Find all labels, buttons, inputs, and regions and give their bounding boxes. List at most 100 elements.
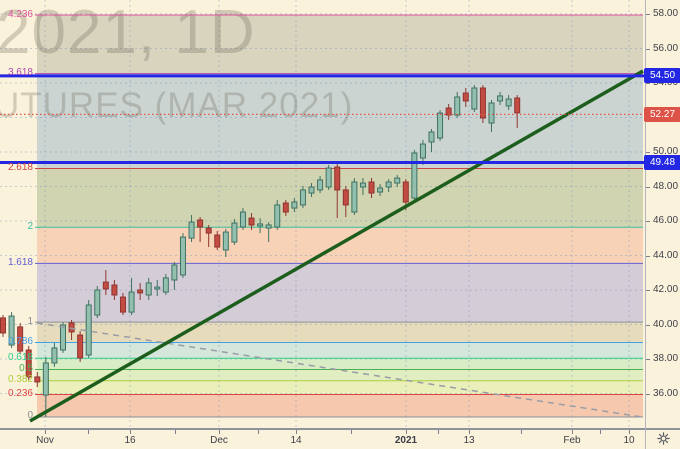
- candle: [77, 331, 84, 362]
- candle: [94, 286, 101, 318]
- fib-band: [37, 322, 643, 343]
- candle: [428, 129, 435, 152]
- time-minor-tick: [88, 430, 89, 434]
- candle: [505, 95, 512, 111]
- candle: [497, 91, 504, 106]
- candle: [334, 164, 341, 219]
- candle: [154, 279, 161, 297]
- price-tick: [646, 14, 650, 15]
- candle: [171, 262, 178, 290]
- price-tick-label: 40.00: [653, 318, 679, 330]
- price-tick: [646, 186, 650, 188]
- candle: [479, 85, 486, 124]
- price-tick-label: 56.00: [653, 42, 679, 54]
- time-tick-label: 14: [290, 435, 302, 446]
- candle: [68, 320, 75, 341]
- time-minor-tick: [438, 430, 439, 434]
- candle: [308, 183, 315, 198]
- time-tick-label: Feb: [563, 435, 581, 446]
- candle: [137, 282, 144, 301]
- time-tick-label: 16: [124, 435, 136, 446]
- uptrend-line[interactable]: [29, 69, 644, 423]
- candle: [419, 139, 426, 165]
- candle: [214, 231, 221, 250]
- time-minor-tick: [521, 430, 522, 434]
- candle: [368, 178, 375, 199]
- candle: [291, 198, 298, 213]
- candle: [239, 208, 246, 230]
- candle: [8, 312, 15, 348]
- fib-band: [37, 342, 643, 359]
- dashed-base-trendline[interactable]: [36, 322, 643, 418]
- fib-band: [37, 73, 643, 169]
- time-tick: [219, 430, 220, 434]
- time-tick: [45, 430, 46, 434]
- candle: [377, 184, 384, 196]
- time-minor-tick: [175, 430, 176, 434]
- price-tick: [646, 255, 650, 257]
- price-tick: [646, 290, 650, 291]
- price-axis[interactable]: 58.0056.0054.0052.0050.0048.0046.0044.00…: [644, 0, 680, 428]
- price-tick-label: 36.00: [653, 387, 679, 399]
- price-badge-54-50: 54.50: [644, 68, 680, 84]
- candle: [222, 228, 229, 258]
- price-tick: [646, 221, 650, 222]
- candle: [0, 315, 6, 337]
- time-tick: [296, 430, 297, 434]
- candle: [231, 218, 238, 245]
- settings-gear-icon[interactable]: [656, 431, 671, 446]
- price-tick: [646, 152, 650, 153]
- chart-pane[interactable]: 2021, 1D UTURES (MAR 2021) 4.236 3.618 2.6…: [0, 0, 645, 428]
- axis-settings-corner[interactable]: [645, 428, 680, 449]
- candle: [471, 85, 478, 112]
- price-tick: [646, 359, 650, 360]
- time-tick-label: 2021: [394, 435, 418, 446]
- fib-band: [37, 380, 643, 395]
- price-tick: [646, 393, 650, 395]
- price-tick-label: 48.00: [653, 180, 679, 192]
- time-tick-label: Nov: [36, 435, 54, 446]
- candle: [437, 110, 444, 141]
- candle: [248, 213, 255, 230]
- candle: [299, 185, 306, 209]
- chart-canvas[interactable]: 2021, 1D UTURES (MAR 2021): [0, 0, 645, 428]
- candle: [179, 233, 186, 278]
- price-tick: [646, 48, 650, 50]
- time-tick: [629, 430, 630, 434]
- fib-band: [37, 15, 643, 74]
- candle: [162, 273, 169, 296]
- price-tick-label: 38.00: [653, 353, 679, 364]
- watermark-symbol: 2021, 1D: [0, 0, 256, 67]
- candle: [34, 371, 41, 387]
- candle: [265, 222, 272, 243]
- candle: [359, 178, 366, 195]
- candle: [342, 185, 349, 218]
- time-minor-tick: [258, 430, 259, 434]
- candle: [274, 199, 281, 230]
- candle: [282, 199, 289, 216]
- price-tick-label: 44.00: [653, 249, 679, 261]
- price-tick: [646, 324, 650, 326]
- price-tick-label: 50.00: [653, 146, 679, 157]
- candle: [25, 346, 32, 381]
- candle: [454, 91, 461, 119]
- candle: [325, 164, 332, 190]
- time-tick: [469, 430, 470, 434]
- time-tick-label: Dec: [210, 435, 228, 446]
- time-axis[interactable]: Nov 16 Dec 14 2021 13 Feb 10: [0, 428, 680, 449]
- price-badge-52-27: 52.27: [644, 106, 680, 122]
- candle: [394, 174, 401, 188]
- candle: [445, 104, 452, 120]
- candle: [488, 100, 495, 132]
- candle: [411, 149, 418, 201]
- fib-band: [37, 358, 643, 370]
- time-minor-tick: [600, 430, 601, 434]
- candle: [205, 224, 212, 248]
- candle: [145, 277, 152, 301]
- time-tick: [130, 430, 131, 434]
- candle: [102, 269, 109, 296]
- price-badge-49-48: 49.48: [644, 154, 680, 170]
- price-tick-label: 58.00: [653, 8, 679, 19]
- series-and-drawings-layer: [0, 14, 645, 423]
